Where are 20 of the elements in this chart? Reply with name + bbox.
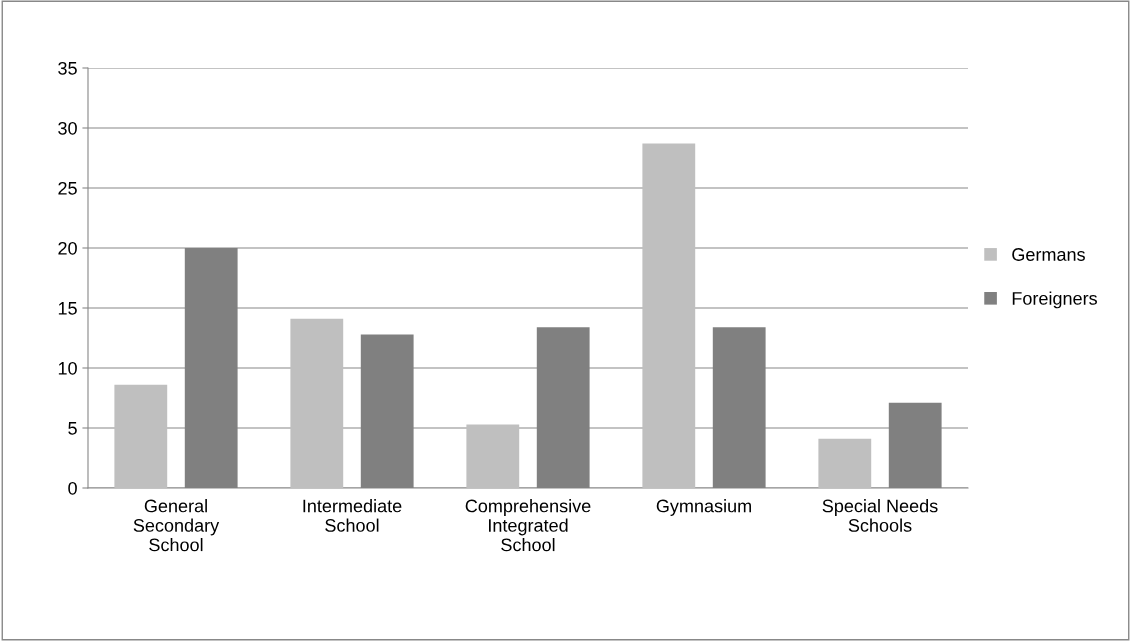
bar [642, 143, 696, 488]
bar [114, 384, 168, 488]
y-tick-label: 30 [58, 121, 77, 135]
y-tick-label: 10 [58, 361, 77, 375]
y-tick-label: 25 [58, 181, 77, 195]
y-tick-label: 35 [58, 61, 77, 75]
x-tick-label: Gymnasium [656, 499, 751, 516]
y-tick-label: 5 [68, 422, 77, 435]
y-tick-label: 0 [68, 481, 77, 495]
bar [466, 424, 520, 488]
y-tick-label: 20 [58, 241, 77, 255]
bar [290, 318, 344, 488]
x-tick-label: Intermediate School [303, 499, 402, 532]
x-tick-label: Comprehensive Integrated School [465, 499, 591, 552]
legend-label: Germans [1012, 248, 1085, 261]
bar [818, 438, 872, 488]
x-tick-label: Special Needs Schools [822, 499, 938, 532]
legend-label: Foreigners [1012, 291, 1097, 309]
y-tick-label: 15 [58, 302, 77, 315]
x-tick-label: General Secondary School [133, 499, 220, 552]
